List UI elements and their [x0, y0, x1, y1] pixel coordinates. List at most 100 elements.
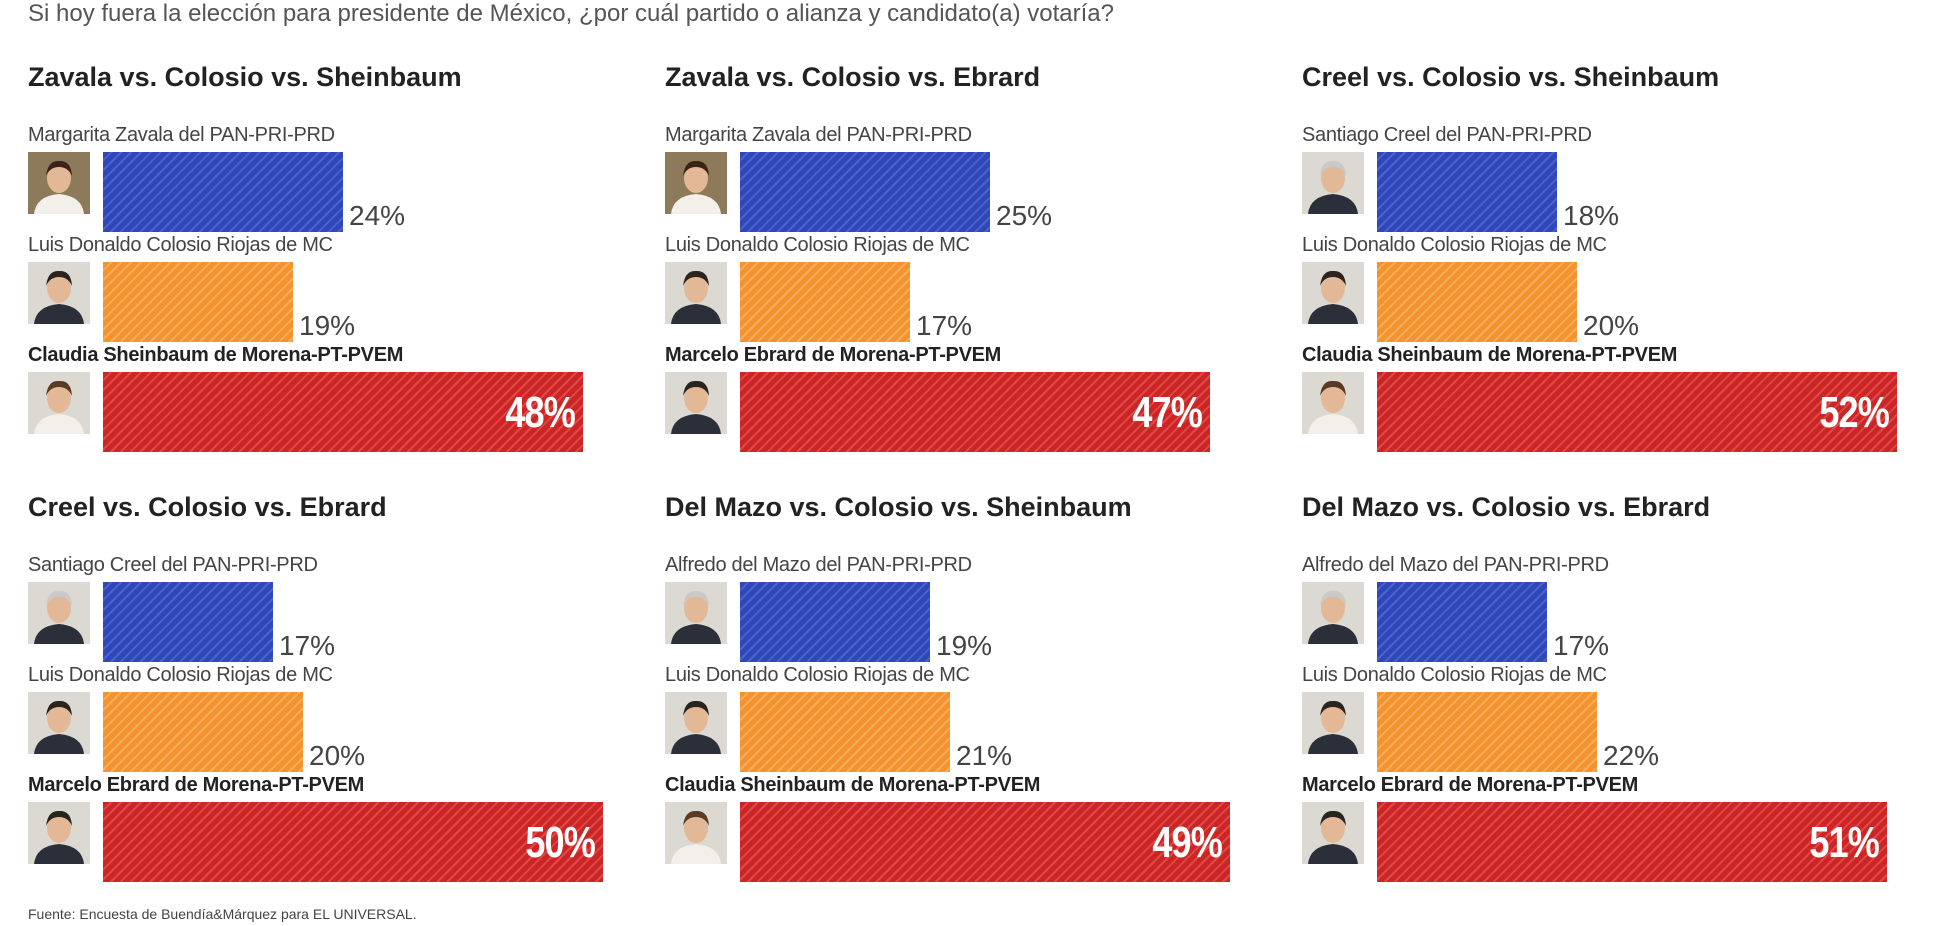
candidate-row: Claudia Sheinbaum de Morena-PT-PVEM 48%: [28, 344, 648, 454]
vote-share-label: 20%: [309, 740, 366, 771]
candidate-label: Luis Donaldo Colosio Riojas de MC: [665, 234, 970, 256]
chart-title: Zavala vs. Colosio vs. Ebrard: [665, 62, 1041, 92]
chart-title: Zavala vs. Colosio vs. Sheinbaum: [28, 62, 462, 92]
vote-share-label: 17%: [916, 310, 973, 341]
vote-share-label: 48%: [505, 388, 576, 437]
candidate-row: Luis Donaldo Colosio Riojas de MC 20%: [1302, 234, 1922, 344]
source-note: Fuente: Encuesta de Buendía&Márquez para…: [28, 906, 417, 922]
candidate-photo: [28, 692, 90, 754]
candidate-photo: [28, 262, 90, 324]
vote-share-label: 24%: [349, 200, 406, 231]
candidate-photo: [665, 372, 727, 434]
candidate-label: Marcelo Ebrard de Morena-PT-PVEM: [665, 344, 1002, 366]
chart-title: Del Mazo vs. Colosio vs. Ebrard: [1302, 492, 1711, 522]
candidate-label: Margarita Zavala del PAN-PRI-PRD: [28, 124, 335, 146]
candidate-row: Marcelo Ebrard de Morena-PT-PVEM 50%: [28, 774, 648, 884]
candidate-row: Claudia Sheinbaum de Morena-PT-PVEM 49%: [665, 774, 1285, 884]
vote-share-label: 19%: [936, 630, 993, 661]
vote-share-bar: [740, 692, 950, 772]
candidate-row: Santiago Creel del PAN-PRI-PRD 17%: [28, 554, 648, 664]
candidate-photo: [665, 582, 727, 644]
candidate-row: Luis Donaldo Colosio Riojas de MC 22%: [1302, 664, 1922, 774]
vote-share-label: 17%: [1553, 630, 1610, 661]
candidate-row: Santiago Creel del PAN-PRI-PRD 18%: [1302, 124, 1922, 234]
poll-chart-panel: Creel vs. Colosio vs. Sheinbaum Santiago …: [1302, 62, 1922, 482]
chart-title: Creel vs. Colosio vs. Ebrard: [28, 492, 387, 522]
candidate-photo: [665, 692, 727, 754]
vote-share-bar: [1377, 582, 1547, 662]
candidate-photo: [28, 582, 90, 644]
candidate-label: Marcelo Ebrard de Morena-PT-PVEM: [28, 774, 365, 796]
vote-share-label: 50%: [525, 818, 596, 867]
poll-chart-panel: Creel vs. Colosio vs. Ebrard Santiago Cre…: [28, 492, 648, 912]
vote-share-label: 49%: [1152, 818, 1223, 867]
vote-share-bar: [1377, 802, 1887, 882]
vote-share-bar: [1377, 262, 1577, 342]
candidate-photo: [1302, 372, 1364, 434]
candidate-photo: [665, 802, 727, 864]
candidate-row: Luis Donaldo Colosio Riojas de MC 17%: [665, 234, 1285, 344]
survey-question: Si hoy fuera la elección para presidente…: [28, 0, 1114, 27]
candidate-label: Claudia Sheinbaum de Morena-PT-PVEM: [1302, 344, 1678, 366]
candidate-photo: [1302, 582, 1364, 644]
vote-share-label: 52%: [1819, 388, 1890, 437]
vote-share-label: 18%: [1563, 200, 1620, 231]
chart-title: Del Mazo vs. Colosio vs. Sheinbaum: [665, 492, 1132, 522]
candidate-label: Luis Donaldo Colosio Riojas de MC: [28, 234, 333, 256]
vote-share-bar: [740, 372, 1210, 452]
candidate-photo: [665, 262, 727, 324]
candidate-photo: [1302, 152, 1364, 214]
candidate-row: Margarita Zavala del PAN-PRI-PRD 24%: [28, 124, 648, 234]
candidate-row: Marcelo Ebrard de Morena-PT-PVEM 47%: [665, 344, 1285, 454]
candidate-label: Alfredo del Mazo del PAN-PRI-PRD: [1302, 554, 1609, 576]
poll-chart-panel: Del Mazo vs. Colosio vs. Ebrard Alfredo d…: [1302, 492, 1922, 912]
candidate-label: Luis Donaldo Colosio Riojas de MC: [665, 664, 970, 686]
vote-share-bar: [103, 692, 303, 772]
vote-share-bar: [1377, 152, 1557, 232]
vote-share-bar: [103, 262, 293, 342]
vote-share-bar: [103, 582, 273, 662]
vote-share-label: 17%: [279, 630, 336, 661]
chart-title: Creel vs. Colosio vs. Sheinbaum: [1302, 62, 1720, 92]
vote-share-bar: [103, 152, 343, 232]
vote-share-label: 20%: [1583, 310, 1640, 341]
candidate-label: Marcelo Ebrard de Morena-PT-PVEM: [1302, 774, 1639, 796]
candidate-row: Alfredo del Mazo del PAN-PRI-PRD 17%: [1302, 554, 1922, 664]
candidate-label: Claudia Sheinbaum de Morena-PT-PVEM: [665, 774, 1041, 796]
candidate-photo: [1302, 262, 1364, 324]
candidate-label: Luis Donaldo Colosio Riojas de MC: [1302, 234, 1607, 256]
vote-share-label: 21%: [956, 740, 1013, 771]
candidate-label: Luis Donaldo Colosio Riojas de MC: [1302, 664, 1607, 686]
candidate-photo: [28, 802, 90, 864]
candidate-row: Luis Donaldo Colosio Riojas de MC 20%: [28, 664, 648, 774]
candidate-row: Margarita Zavala del PAN-PRI-PRD 25%: [665, 124, 1285, 234]
poll-chart-panel: Del Mazo vs. Colosio vs. Sheinbaum Alfred…: [665, 492, 1285, 912]
candidate-photo: [28, 152, 90, 214]
candidate-label: Alfredo del Mazo del PAN-PRI-PRD: [665, 554, 972, 576]
vote-share-label: 19%: [299, 310, 356, 341]
vote-share-label: 22%: [1603, 740, 1660, 771]
candidate-label: Margarita Zavala del PAN-PRI-PRD: [665, 124, 972, 146]
candidate-row: Claudia Sheinbaum de Morena-PT-PVEM 52%: [1302, 344, 1922, 454]
candidate-label: Santiago Creel del PAN-PRI-PRD: [1302, 124, 1592, 146]
candidate-row: Marcelo Ebrard de Morena-PT-PVEM 51%: [1302, 774, 1922, 884]
candidate-row: Luis Donaldo Colosio Riojas de MC 21%: [665, 664, 1285, 774]
candidate-label: Claudia Sheinbaum de Morena-PT-PVEM: [28, 344, 404, 366]
candidate-photo: [1302, 802, 1364, 864]
vote-share-bar: [1377, 692, 1597, 772]
vote-share-bar: [1377, 372, 1897, 452]
vote-share-bar: [740, 582, 930, 662]
vote-share-label: 25%: [996, 200, 1053, 231]
vote-share-bar: [103, 372, 583, 452]
candidate-row: Luis Donaldo Colosio Riojas de MC 19%: [28, 234, 648, 344]
vote-share-bar: [740, 152, 990, 232]
candidate-label: Santiago Creel del PAN-PRI-PRD: [28, 554, 318, 576]
poll-chart-panel: Zavala vs. Colosio vs. Ebrard Margarita Z…: [665, 62, 1285, 482]
candidate-label: Luis Donaldo Colosio Riojas de MC: [28, 664, 333, 686]
candidate-photo: [1302, 692, 1364, 754]
candidate-photo: [28, 372, 90, 434]
poll-chart-panel: Zavala vs. Colosio vs. Sheinbaum Margarit…: [28, 62, 648, 482]
vote-share-bar: [740, 802, 1230, 882]
candidate-row: Alfredo del Mazo del PAN-PRI-PRD 19%: [665, 554, 1285, 664]
vote-share-bar: [740, 262, 910, 342]
